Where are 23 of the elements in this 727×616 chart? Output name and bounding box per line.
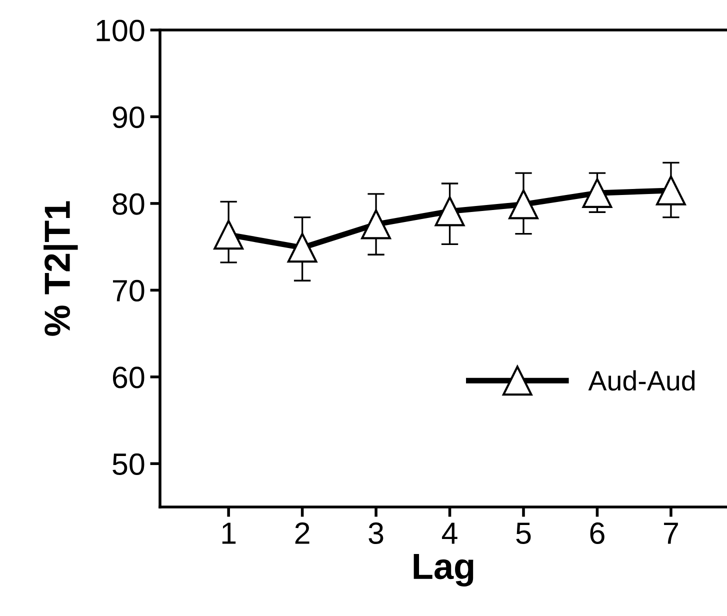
point [656,176,686,206]
x-tick-label: 4 [442,522,458,544]
point [361,209,391,240]
point [434,196,465,226]
y-tick-label: 90 [112,106,144,128]
point [582,178,612,208]
x-tick-label: 3 [368,522,384,544]
y-tick-label: 80 [112,193,144,215]
y-tick-label: 100 [96,20,144,42]
point [508,189,538,220]
y-tick-label: 60 [112,366,144,388]
x-tick-label: 7 [664,522,678,544]
x-tick-label: 1 [222,522,236,544]
y-tick-label: 50 [112,453,144,476]
x-tick-label: 2 [295,522,310,544]
y-tick-label: 70 [113,280,144,302]
point [287,232,318,263]
x-axis-title: Lag [414,554,474,587]
legend-label: Aud-Aud [588,370,695,391]
x-tick-label: 5 [516,522,531,544]
y-axis-title: % T2|T1 [44,201,78,336]
x-tick-label: 6 [590,522,604,544]
point [214,220,244,250]
